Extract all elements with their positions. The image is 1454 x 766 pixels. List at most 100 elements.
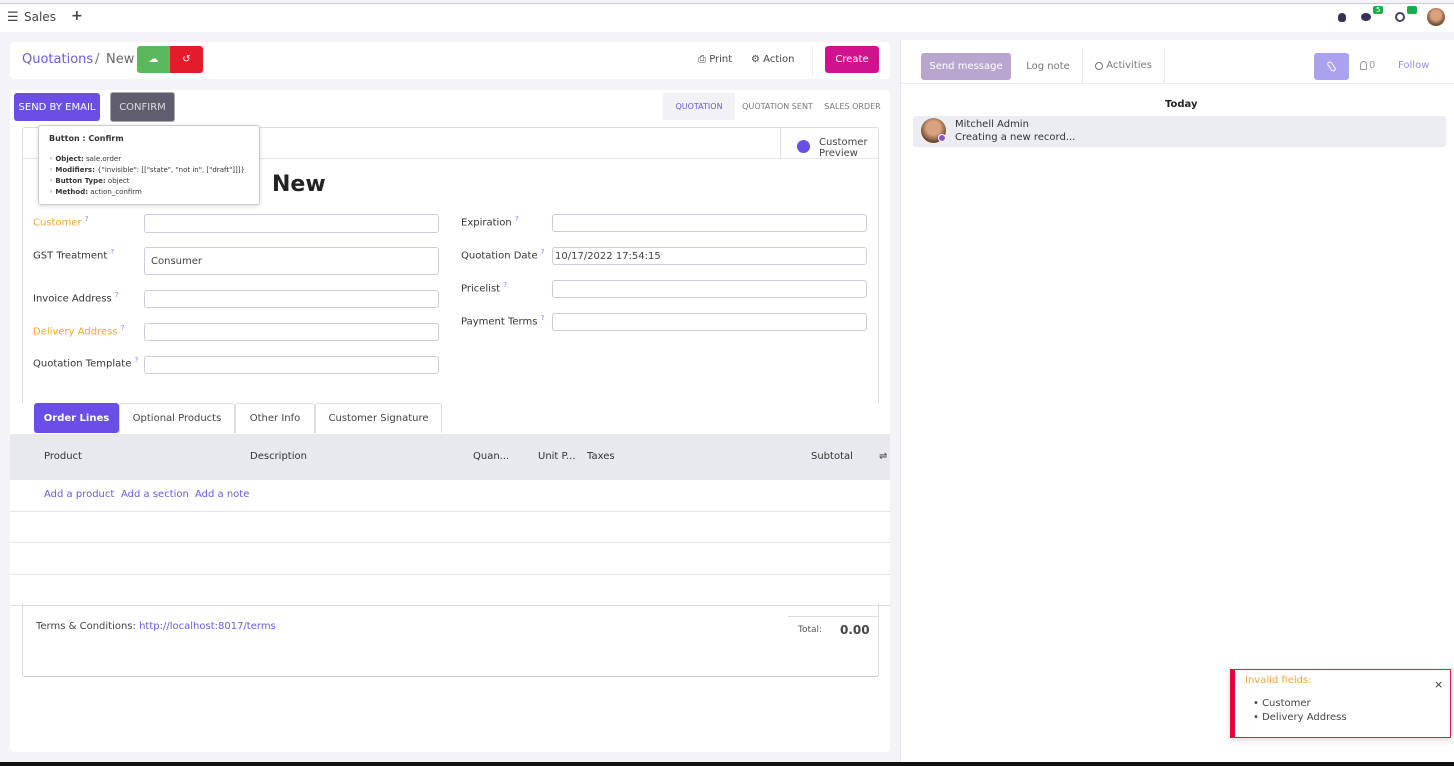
delivery-address-label: Delivery Address ? bbox=[33, 324, 125, 338]
row-divider bbox=[10, 542, 890, 543]
chatter-message: Mitchell Admin Creating a new record... bbox=[913, 116, 1446, 147]
tab-order-lines[interactable]: Order Lines bbox=[34, 403, 119, 433]
message-author[interactable]: Mitchell Admin bbox=[955, 119, 1029, 130]
customer-label: Customer ? bbox=[33, 215, 89, 229]
column-subtotal[interactable]: Subtotal bbox=[811, 451, 853, 462]
terms-link[interactable]: http://localhost:8017/terms bbox=[139, 621, 276, 632]
delivery-address-input[interactable] bbox=[144, 323, 439, 341]
status-quotation[interactable]: QUOTATION bbox=[663, 93, 735, 120]
new-tab-icon[interactable]: + bbox=[71, 8, 83, 24]
gst-treatment-label: GST Treatment ? bbox=[33, 248, 115, 262]
column-description[interactable]: Description bbox=[250, 451, 307, 462]
bottom-edge bbox=[0, 762, 1454, 766]
confirm-button[interactable]: CONFIRM bbox=[110, 92, 175, 122]
user-icon bbox=[1360, 61, 1367, 70]
top-navbar: ☰ Sales + 5 6 bbox=[0, 3, 1454, 32]
send-message-button[interactable]: Send message bbox=[921, 53, 1011, 80]
discard-button[interactable]: ↺ bbox=[170, 46, 203, 73]
send-by-email-button[interactable]: SEND BY EMAIL bbox=[14, 93, 100, 121]
chatter: Send message Log note Activities 0 Follo… bbox=[900, 40, 1454, 762]
add-product-link[interactable]: Add a product bbox=[44, 489, 115, 500]
cloud-upload-icon: ☁ bbox=[148, 54, 159, 65]
column-product[interactable]: Product bbox=[44, 451, 82, 462]
button-box-divider bbox=[23, 158, 878, 159]
terms-label: Terms & Conditions: bbox=[36, 621, 136, 632]
undo-icon: ↺ bbox=[182, 54, 191, 65]
clock-icon bbox=[1095, 61, 1104, 70]
message-body: Creating a new record... bbox=[955, 132, 1076, 143]
terms-conditions: Terms & Conditions: http://localhost:801… bbox=[36, 621, 276, 632]
quotation-date-input[interactable]: 10/17/2022 17:54:15 bbox=[552, 247, 867, 265]
tab-customer-signature[interactable]: Customer Signature bbox=[315, 403, 442, 433]
save-button[interactable]: ☁ bbox=[137, 46, 170, 73]
gst-treatment-select[interactable]: Consumer bbox=[144, 247, 439, 275]
invalid-fields-notification: Invalid fields: × • Customer • Delivery … bbox=[1230, 669, 1451, 738]
customer-preview-button[interactable]: Customer Preview bbox=[780, 128, 879, 159]
activities-badge: 6 bbox=[1407, 6, 1418, 14]
activities-label: Activities bbox=[1106, 60, 1152, 71]
total-value: 0.00 bbox=[840, 623, 870, 637]
column-quantity[interactable]: Quan... bbox=[473, 451, 510, 462]
activities-clock-icon[interactable] bbox=[1395, 12, 1405, 22]
invoice-address-label: Invoice Address ? bbox=[33, 291, 119, 305]
notification-list: • Customer • Delivery Address bbox=[1253, 697, 1347, 725]
activities-button[interactable]: Activities bbox=[1082, 48, 1165, 83]
messages-icon[interactable] bbox=[1361, 13, 1371, 21]
followers-button[interactable]: 0 bbox=[1360, 60, 1375, 71]
customer-preview-label: Customer Preview bbox=[819, 137, 868, 159]
notification-title: Invalid fields: bbox=[1245, 675, 1312, 686]
column-unit-price[interactable]: Unit P... bbox=[538, 451, 576, 462]
app-name[interactable]: Sales bbox=[24, 10, 56, 24]
tooltip-method: ◦ Method: action_confirm bbox=[49, 188, 142, 196]
form-sheet: Customer Preview bbox=[22, 127, 879, 677]
attachment-button[interactable] bbox=[1314, 53, 1349, 80]
tooltip-button-type: ◦ Button Type: object bbox=[49, 177, 130, 185]
user-avatar[interactable] bbox=[1427, 8, 1445, 26]
customer-input[interactable] bbox=[144, 214, 439, 233]
messages-badge: 5 bbox=[1373, 6, 1384, 14]
status-quotation-sent[interactable]: QUOTATION SENT bbox=[742, 102, 813, 111]
globe-icon bbox=[797, 140, 810, 153]
debug-bug-icon[interactable] bbox=[1338, 13, 1346, 22]
action-label: Action bbox=[763, 54, 795, 65]
notification-item: • Customer bbox=[1253, 698, 1311, 709]
payment-terms-label: Payment Terms ? bbox=[461, 314, 545, 328]
pricelist-input[interactable] bbox=[552, 280, 867, 298]
menu-icon[interactable]: ☰ bbox=[7, 10, 19, 25]
expiration-input[interactable] bbox=[552, 214, 867, 232]
payment-terms-input[interactable] bbox=[552, 313, 867, 331]
tooltip-object: ◦ Object: sale.order bbox=[49, 155, 122, 163]
status-sales-order[interactable]: SALES ORDER bbox=[824, 102, 881, 111]
action-button[interactable]: ⚙ Action bbox=[751, 54, 794, 65]
tab-optional-products[interactable]: Optional Products bbox=[119, 403, 235, 433]
add-section-link[interactable]: Add a section bbox=[121, 489, 189, 500]
breadcrumb-quotations[interactable]: Quotations bbox=[22, 52, 94, 67]
follow-button[interactable]: Follow bbox=[1398, 60, 1430, 71]
quotation-template-input[interactable] bbox=[144, 356, 439, 374]
total-label: Total: bbox=[798, 625, 823, 635]
log-note-button[interactable]: Log note bbox=[1026, 61, 1070, 72]
tab-other-info[interactable]: Other Info bbox=[235, 403, 315, 433]
control-panel: Quotations / New ☁ ↺ ⎙ Print ⚙ Action Cr… bbox=[10, 42, 890, 79]
close-icon[interactable]: × bbox=[1434, 678, 1444, 691]
add-note-link[interactable]: Add a note bbox=[195, 489, 250, 500]
date-separator-today: Today bbox=[1165, 99, 1198, 110]
column-taxes[interactable]: Taxes bbox=[587, 451, 615, 462]
followers-count: 0 bbox=[1369, 60, 1376, 71]
expiration-label: Expiration ? bbox=[461, 215, 519, 229]
paperclip-icon bbox=[1326, 60, 1337, 73]
confirm-tooltip: Button : Confirm ◦ Object: sale.order ◦ … bbox=[38, 125, 260, 205]
create-button[interactable]: Create bbox=[825, 46, 879, 73]
order-lines-header bbox=[10, 434, 890, 480]
pricelist-label: Pricelist ? bbox=[461, 281, 507, 295]
notebook bbox=[10, 403, 890, 603]
notification-item: • Delivery Address bbox=[1253, 712, 1347, 723]
print-icon: ⎙ bbox=[698, 54, 706, 65]
row-divider bbox=[10, 574, 890, 575]
optional-columns-icon[interactable]: ⇌ bbox=[879, 451, 888, 462]
quotation-date-label: Quotation Date ? bbox=[461, 248, 545, 262]
row-divider bbox=[10, 605, 890, 606]
print-button[interactable]: ⎙ Print bbox=[698, 54, 732, 65]
invoice-address-input[interactable] bbox=[144, 290, 439, 308]
record-title: New bbox=[272, 172, 326, 197]
